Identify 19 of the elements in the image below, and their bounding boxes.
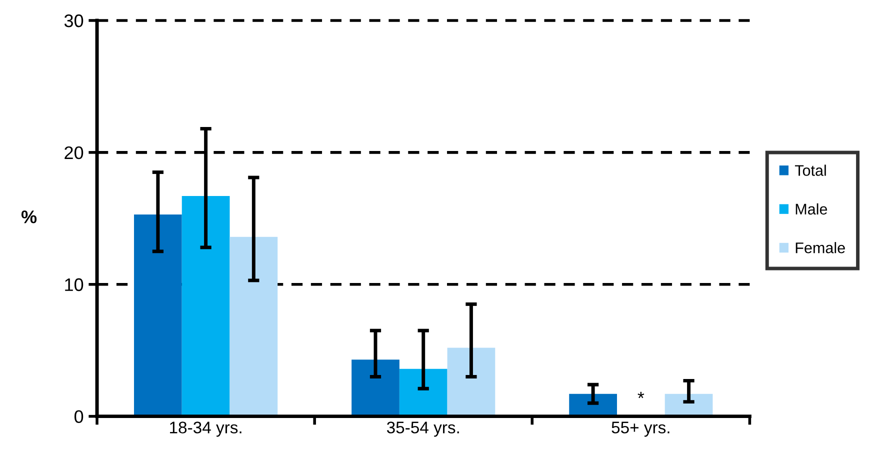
y-tick-label: 20 (64, 146, 84, 160)
bar (352, 360, 400, 416)
annotation: * (638, 392, 644, 398)
y-axis-title: % (21, 210, 37, 224)
y-tick-label: 10 (65, 278, 84, 292)
y-tick-label: 0 (74, 410, 84, 424)
bar (447, 348, 496, 416)
bar (230, 236, 278, 416)
bar (569, 394, 617, 416)
bar (182, 196, 230, 416)
x-tick-label: 55+ yrs. (612, 422, 670, 437)
legend-label: Male (796, 203, 828, 215)
legend-label: Female (796, 242, 845, 254)
bar (399, 368, 448, 416)
x-tick-label: 18-34 yrs. (170, 422, 242, 437)
legend-label: Total (794, 164, 826, 176)
x-tick-label: 35-54 yrs. (386, 422, 459, 437)
bar (134, 214, 182, 416)
y-tick-label: 30 (64, 14, 84, 28)
